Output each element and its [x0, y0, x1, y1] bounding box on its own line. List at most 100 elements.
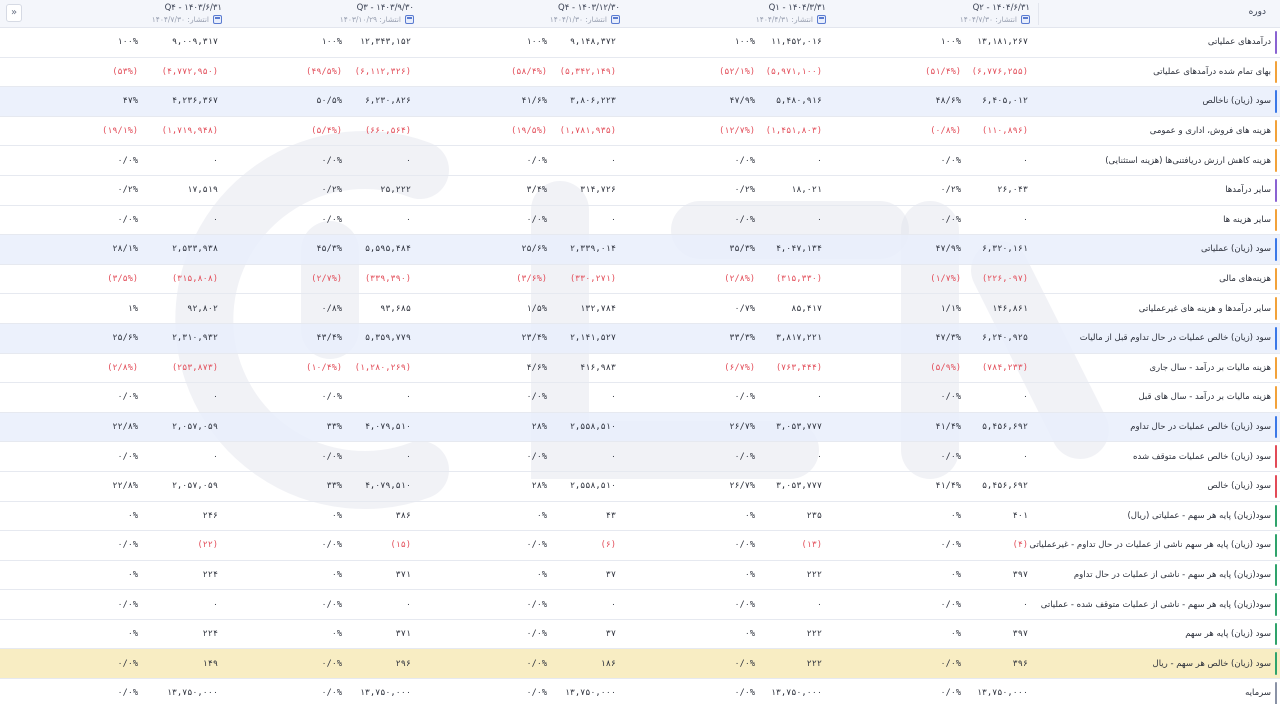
period-header[interactable]: Q۴ - ۱۴۰۳/۱۲/۳۰ انتشار: ۱۴۰۴/۱/۳۰: [500, 0, 620, 28]
period-published: انتشار: ۱۴۰۴/۷/۳۰: [959, 15, 1017, 24]
table-row[interactable]: سود(زیان) پایه هر سهم - ناشی از عملیات م…: [0, 590, 1280, 620]
table-row[interactable]: سایر هزینه ها ۰/۰% ۰ ۰/۰% ۰ ۰/۰% ۰ ۰/۰% ۰ ۰/۰% ۰: [0, 206, 1280, 236]
row-label: هزینه مالیات بر درآمد - سال جاری: [1149, 362, 1271, 373]
value-cell: ۱۸۶: [600, 658, 616, 669]
table-row[interactable]: سود (زیان) خالص ۲۲/۸% ۲,۰۵۷,۰۵۹ ۳۳% ۴,۰۷۹,۵۱…: [0, 472, 1280, 502]
table-row[interactable]: هزینه های فروش، اداری و عمومی (۱۹/۱%) (۱,۷…: [0, 117, 1280, 147]
value-cell: ۲۲۴: [202, 569, 218, 580]
value-cell: ۱۷,۵۱۹: [187, 185, 218, 196]
value-cell: ۴,۰۷۹,۵۱۰: [364, 422, 411, 433]
percent-cell: ۰/۰%: [117, 540, 138, 551]
table-row[interactable]: سرمایه ۰/۰% ۱۳,۷۵۰,۰۰۰ ۰/۰% ۱۳,۷۵۰,۰۰۰ ۰/۰% ۱۳…: [0, 679, 1280, 704]
table-row[interactable]: سود(زیان) پایه هر سهم - عملیاتی (ریال) ۰%…: [0, 502, 1280, 532]
percent-cell: ۰/۰%: [734, 451, 755, 462]
calendar-icon: [817, 15, 826, 24]
percent-cell: ۰/۰%: [117, 658, 138, 669]
period-header[interactable]: Q۳ - ۱۴۰۳/۹/۳۰ انتشار: ۱۴۰۳/۱۰/۲۹: [300, 0, 414, 28]
table-row[interactable]: هزینه‌های مالی (۳/۵%) (۳۱۵,۸۰۸) (۲/۷%) (۳۳۹,…: [0, 265, 1280, 295]
percent-cell: ۰/۲%: [321, 185, 342, 196]
table-row[interactable]: درآمدهای عملیاتی ۱۰۰% ۹,۰۰۹,۳۱۷ ۱۰۰% ۱۲,۳۴۳,…: [0, 28, 1280, 58]
value-cell: ۲۶,۰۴۳: [997, 185, 1028, 196]
table-row[interactable]: بهای تمام شده درآمدهای عملیاتی (۵۳%) (۴,۷۷…: [0, 58, 1280, 88]
percent-cell: ۰%: [127, 510, 138, 521]
row-category-bar: [1275, 682, 1277, 704]
value-cell: ۱۲,۳۴۳,۱۵۲: [359, 37, 411, 48]
period-header[interactable]: Q۲ - ۱۴۰۴/۶/۳۱ انتشار: ۱۴۰۴/۷/۳۰: [900, 0, 1030, 28]
percent-cell: ۱۰۰%: [321, 37, 342, 48]
value-cell: ۹,۱۴۸,۳۷۲: [569, 37, 616, 48]
table-row[interactable]: سود (زیان) خالص هر سهم - ریال ۰/۰% ۱۴۹ ۰/۰%…: [0, 649, 1280, 680]
percent-cell: ۰/۲%: [940, 185, 961, 196]
table-row[interactable]: سود (زیان) ناخالص ۴۷% ۴,۲۳۶,۳۶۷ ۵۰/۵% ۶,۲۳۰,…: [0, 87, 1280, 117]
row-label: سود (زیان) پایه هر سهم: [1185, 629, 1271, 640]
value-cell: ۱۳۲,۷۸۴: [580, 303, 616, 314]
period-title: Q۴ - ۱۴۰۳/۶/۳۱: [164, 3, 222, 13]
row-category-bar: [1275, 652, 1277, 676]
table-row[interactable]: هزینه مالیات بر درآمد - سال جاری (۲/۸%) (۲…: [0, 354, 1280, 384]
value-cell: ۵,۳۵۹,۷۷۹: [364, 333, 411, 344]
percent-cell: ۱۰۰%: [940, 37, 961, 48]
value-cell: ۲۲۲: [806, 658, 822, 669]
percent-cell: ۰%: [950, 629, 961, 640]
value-cell: ۹,۰۰۹,۳۱۷: [171, 37, 218, 48]
value-cell: ۱۱,۴۵۲,۰۱۶: [770, 37, 822, 48]
percent-cell: ۰/۰%: [321, 688, 342, 699]
value-cell: ۲,۳۱۰,۹۳۲: [171, 333, 218, 344]
percent-cell: ۱/۵%: [526, 303, 547, 314]
period-title: Q۱ - ۱۴۰۴/۳/۳۱: [768, 3, 826, 13]
value-cell: ۵,۴۵۶,۶۹۲: [981, 481, 1028, 492]
row-category-bar: [1275, 534, 1277, 557]
table-row[interactable]: سود (زیان) خالص عملیات در حال تداوم قبل …: [0, 323, 1280, 354]
row-label: سایر هزینه ها: [1223, 214, 1271, 225]
value-cell: ۱۳,۱۸۱,۲۶۷: [976, 37, 1028, 48]
value-cell: ۰: [1022, 214, 1028, 225]
percent-cell: ۰/۰%: [117, 155, 138, 166]
table-row[interactable]: سایر درآمدها ۰/۲% ۱۷,۵۱۹ ۰/۲% ۲۵,۲۲۲ ۳/۴% ۳۱۴,…: [0, 176, 1280, 206]
value-cell: (۳۱۵,۳۳۰): [775, 274, 822, 285]
row-category-bar: [1275, 356, 1277, 380]
table-row[interactable]: سود(زیان) پایه هر سهم - ناشی از عملیات د…: [0, 561, 1280, 591]
percent-cell: ۰%: [744, 629, 755, 640]
value-cell: ۱۳,۷۵۰,۰۰۰: [564, 688, 616, 699]
percent-cell: ۰%: [536, 569, 547, 580]
percent-cell: ۰/۰%: [321, 599, 342, 610]
percent-cell: (۵۱/۴%): [925, 66, 961, 77]
value-cell: ۵,۵۹۵,۴۸۴: [364, 244, 411, 255]
percent-cell: ۴۷/۹%: [729, 96, 755, 107]
row-category-bar: [1275, 415, 1277, 439]
row-label: هزینه‌های مالی: [1219, 274, 1271, 285]
value-cell: ۳۷: [605, 629, 616, 640]
table-row[interactable]: سایر درآمدها و هزینه های غیرعملیاتی ۱% ۹۲,…: [0, 294, 1280, 324]
period-published: انتشار: ۱۴۰۴/۱/۳۰: [549, 15, 607, 24]
value-cell: ۳۹۷: [1012, 569, 1028, 580]
percent-cell: ۱%: [127, 303, 138, 314]
table-row[interactable]: سود (زیان) عملیاتی ۲۸/۱% ۲,۵۳۳,۹۳۸ ۴۵/۳% ۵,۵…: [0, 235, 1280, 265]
value-cell: ۱۳,۷۵۰,۰۰۰: [770, 688, 822, 699]
table-row[interactable]: سود (زیان) پایه هر سهم ناشی از عملیات در…: [0, 531, 1280, 561]
value-cell: ۱۴۶,۸۶۱: [992, 303, 1028, 314]
table-row[interactable]: سود (زیان) پایه هر سهم ۰% ۲۲۴ ۰% ۳۷۱ ۰/۰% ۳۷ ۰%…: [0, 620, 1280, 650]
table-row[interactable]: سود (زیان) خالص عملیات متوقف شده ۰/۰% ۰ ۰/۰…: [0, 442, 1280, 472]
percent-cell: ۴۱/۴%: [935, 422, 961, 433]
period-header[interactable]: Q۴ - ۱۴۰۳/۶/۳۱ انتشار: ۱۴۰۴/۷/۳۰: [100, 0, 222, 28]
percent-cell: (۶/۷%): [724, 362, 755, 373]
value-cell: ۰: [816, 155, 822, 166]
table-row[interactable]: سود (زیان) خالص عملیات در حال تداوم ۲۲/۸%…: [0, 412, 1280, 443]
percent-cell: ۲۶/۷%: [729, 481, 755, 492]
period-header[interactable]: Q۱ - ۱۴۰۴/۳/۳۱ انتشار: ۱۴۰۴/۴/۳۱: [700, 0, 826, 28]
row-label: درآمدهای عملیاتی: [1207, 37, 1271, 48]
value-cell: (۴,۷۷۲,۹۵۰): [161, 66, 218, 77]
value-cell: ۰: [405, 214, 411, 225]
percent-cell: ۴۱/۶%: [521, 96, 547, 107]
percent-cell: ۰/۰%: [734, 155, 755, 166]
row-label: سود(زیان) پایه هر سهم - ناشی از عملیات م…: [1040, 599, 1271, 610]
percent-cell: ۰/۷%: [734, 303, 755, 314]
percent-cell: (۵/۹%): [930, 362, 961, 373]
collapse-icon[interactable]: »: [6, 4, 22, 22]
table-row[interactable]: هزینه کاهش ارزش دریافتنی‌ها (هزینه استثن…: [0, 146, 1280, 176]
value-cell: ۲,۵۳۳,۹۳۸: [171, 244, 218, 255]
value-cell: ۰: [405, 451, 411, 462]
percent-cell: ۰/۰%: [940, 599, 961, 610]
row-category-bar: [1275, 326, 1277, 350]
table-row[interactable]: هزینه مالیات بر درآمد - سال های قبل ۰/۰% ۰…: [0, 383, 1280, 413]
